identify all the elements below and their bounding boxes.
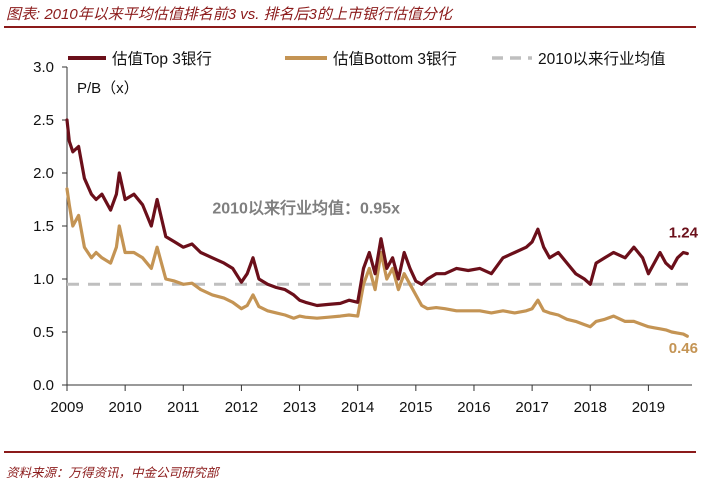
y-tick-label: 3.0 <box>33 59 54 76</box>
legend-label-2: 2010以来行业均值 <box>538 50 665 68</box>
x-tick-label: 2011 <box>167 399 199 416</box>
annotation-label-0: 2010以来行业均值：0.95x <box>212 198 400 217</box>
y-axis-label: P/B（x） <box>77 80 139 97</box>
legend-label-1: 估值Bottom 3银行 <box>333 50 457 68</box>
y-tick-label: 1.0 <box>33 271 54 288</box>
annotation-label-1: 1.24 <box>669 225 699 242</box>
x-tick-label: 2015 <box>399 399 432 416</box>
x-tick-label: 2013 <box>283 399 316 416</box>
annotations: 2010以来行业均值：0.95x 1.24 0.46 <box>212 198 698 357</box>
y-tick-label: 0.0 <box>33 377 54 394</box>
x-axis: 2009 2010 2011 2012 2013 2014 2015 2016 2017 2018… <box>50 384 692 416</box>
x-tick-label: 2009 <box>50 399 83 416</box>
series-line-0 <box>65 118 689 308</box>
x-tick-label: 2019 <box>632 399 665 416</box>
y-axis: 0.0 0.5 1.0 1.5 2.0 2.5 3.0 P/B（x） <box>33 59 139 394</box>
source-rule <box>4 451 696 453</box>
source-note: 资料来源：万得资讯，中金公司研究部 <box>6 466 219 480</box>
y-tick-label: 2.0 <box>33 165 54 182</box>
y-tick-label: 0.5 <box>33 324 54 341</box>
x-tick-label: 2018 <box>574 399 607 416</box>
x-tick-label: 2012 <box>225 399 258 416</box>
x-tick-label: 2017 <box>515 399 548 416</box>
series-line-1 <box>65 187 689 338</box>
x-tick-label: 2014 <box>341 399 374 416</box>
y-tick-label: 2.5 <box>33 112 54 129</box>
x-tick-label: 2016 <box>457 399 490 416</box>
plot-area <box>65 118 692 338</box>
x-tick-label: 2010 <box>108 399 141 416</box>
figure-title: 图表: 2010年以来平均估值排名前3 vs. 排名后3的上市银行估值分化 <box>6 6 452 23</box>
legend-label-0: 估值Top 3银行 <box>112 50 212 68</box>
legend: 估值Top 3银行 估值Bottom 3银行 2010以来行业均值 <box>68 50 665 68</box>
y-tick-label: 1.5 <box>33 218 54 235</box>
title-rule <box>4 26 696 28</box>
annotation-label-2: 0.46 <box>669 340 698 357</box>
